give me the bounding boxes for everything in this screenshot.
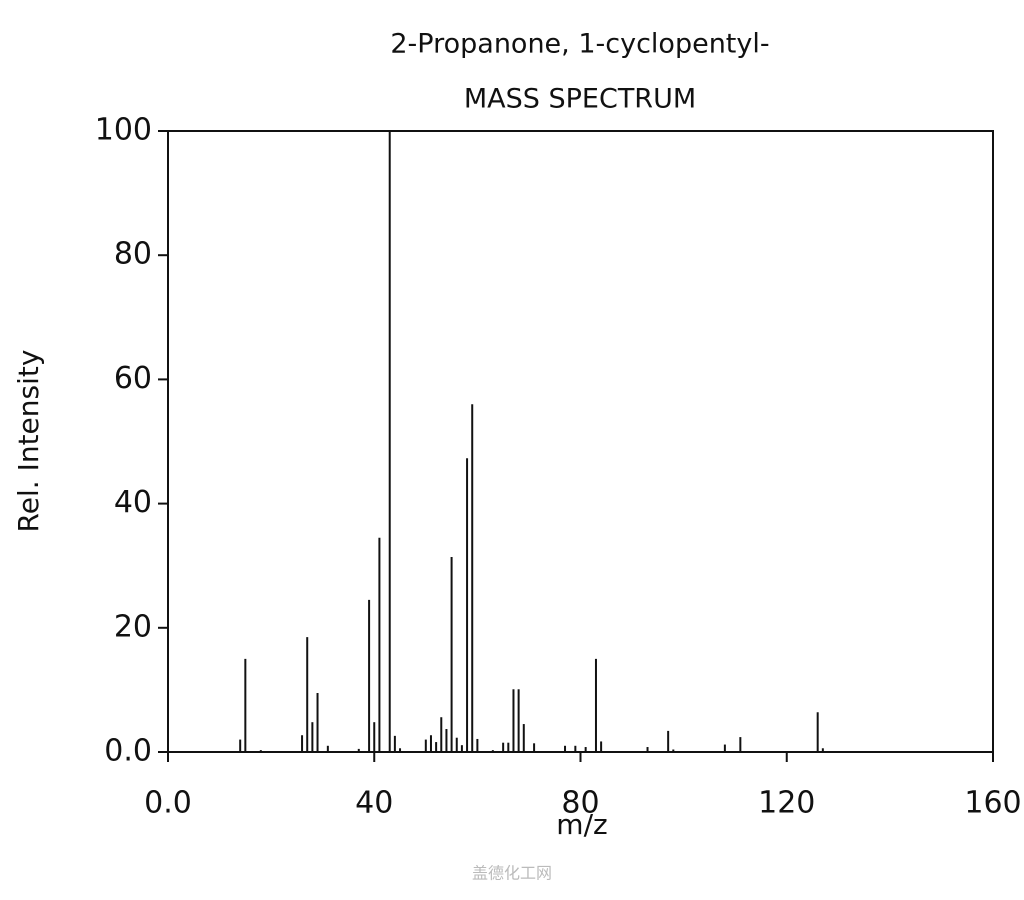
y-tick-label: 60 xyxy=(114,361,152,396)
y-tick-label: 40 xyxy=(114,485,152,520)
y-tick-label: 0.0 xyxy=(104,734,152,769)
x-tick-label: 80 xyxy=(561,786,599,821)
x-tick-label: 40 xyxy=(355,786,393,821)
x-tick-label: 160 xyxy=(964,786,1021,821)
y-tick-label: 80 xyxy=(114,237,152,272)
x-tick-label: 120 xyxy=(758,786,815,821)
watermark: 盖德化工网 xyxy=(472,864,552,883)
y-tick-label: 20 xyxy=(114,609,152,644)
plot-frame xyxy=(167,130,994,753)
y-axis-label: Rel. Intensity xyxy=(12,350,45,533)
y-tick-label: 100 xyxy=(95,113,152,148)
chart-subtitle: MASS SPECTRUM xyxy=(464,84,696,115)
chart-title: 2-Propanone, 1-cyclopentyl- xyxy=(390,29,769,60)
x-axis-label: m/z xyxy=(556,808,607,841)
x-tick-label: 0.0 xyxy=(144,786,192,821)
